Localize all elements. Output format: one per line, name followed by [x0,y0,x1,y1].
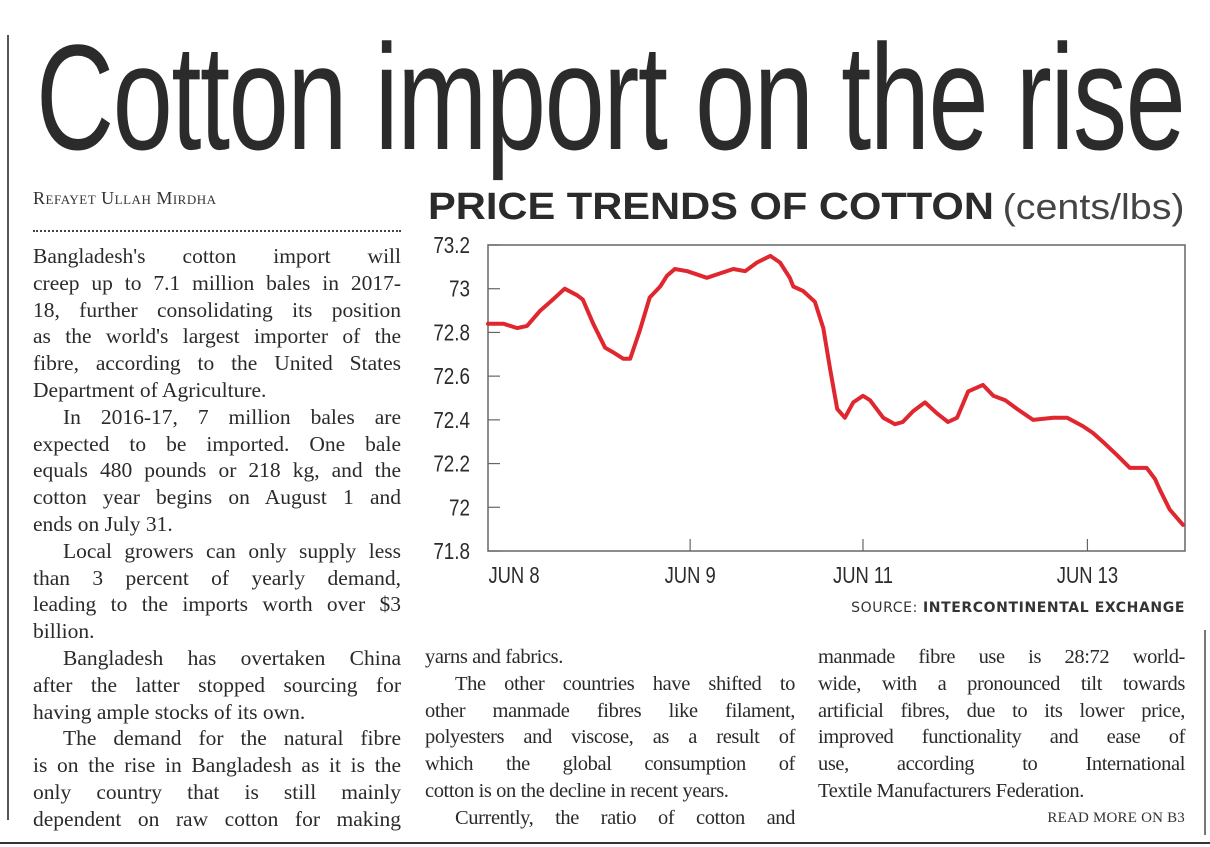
article-line: than 3 percent of yearly demand, [33,565,401,590]
article-line: Textile Manufacturers Federation. [818,779,1084,802]
article-line: The other countries have shifted to [455,672,795,695]
article-line: cotton year begins on August 1 and [33,485,401,510]
article-line: which the global consumption of [425,753,795,776]
byline: Refayet Ullah Mirdha [33,188,217,208]
read-more-link[interactable]: READ MORE ON B3 [1047,810,1185,826]
article-line: only country that is still mainly [33,779,401,804]
chart-title: PRICE TRENDS OF COTTON (cents/lbs) [428,186,1185,229]
y-tick-label: 72.2 [433,452,470,477]
article-line: fibre, according to the United States [33,351,401,376]
article-line: The demand for the natural fibre [63,726,401,751]
article-line: Currently, the ratio of cotton and [455,806,795,829]
article-line: after the latter stopped sourcing for [33,672,401,697]
series-line-cotton-price [486,253,1185,527]
article-line: is on the rise in Bangladesh as it is th… [33,753,401,778]
y-tick-label: 72.4 [433,408,470,433]
byline-divider [33,230,401,232]
article-line: dependent on raw cotton for making [33,806,401,831]
chart-title-text: PRICE TRENDS OF COTTON [428,186,994,228]
plot-frame [487,244,1186,552]
x-tick-label: JUN 13 [1057,563,1118,588]
y-tick-label: 71.8 [433,539,470,564]
article-line: other manmade fibres like filament, [425,699,795,722]
source-label: SOURCE: [851,600,918,616]
x-tick-label: JUN 9 [665,563,716,588]
article-line: Bangladesh has overtaken China [63,645,401,670]
y-tick-label: 72.8 [433,321,470,346]
article-line: Department of Agriculture. [33,377,267,402]
y-tick-label: 73 [449,277,470,302]
chart-unit: (cents/lbs) [1002,186,1185,227]
x-tick-label: JUN 11 [833,563,893,588]
article-line: Local growers can only supply less [63,538,401,563]
y-tick-label: 73.2 [433,233,470,258]
article-line: manmade fibre use is 28:72 world- [818,646,1185,668]
right-border-rule [1204,630,1206,835]
article-column-1: Bangladesh's cotton import will creep up … [33,243,401,833]
article-line: yarns and fabrics. [425,646,563,668]
x-tick-label: JUN 8 [488,563,539,588]
y-tick-label: 72.6 [433,364,470,389]
article-line: expected to be imported. One bale [33,431,401,456]
article-line: billion. [33,619,95,644]
article-line: In 2016-17, 7 million bales are [63,404,401,429]
left-column-rule [7,35,9,820]
chart-source: SOURCE: INTERCONTINENTAL EXCHANGE [851,600,1185,616]
article-line: cotton is on the decline in recent years… [425,779,729,802]
bottom-rule [0,842,1210,844]
article-line: having ample stocks of its own. [33,699,306,724]
article-line: leading to the imports worth over $3 [33,592,401,617]
y-tick-label: 72 [449,496,470,521]
article-line: Bangladesh's cotton import will [33,244,401,268]
article-column-3: manmade fibre use is 28:72 world-wide, w… [818,644,1185,805]
article-line: improved functionality and ease of [818,726,1185,749]
source-name: INTERCONTINENTAL EXCHANGE [922,600,1185,616]
article-line: creep up to 7.1 million bales in 2017- [33,270,401,295]
article-column-2: yarns and fabrics. The other countries ha… [425,644,795,832]
article-line: use, according to International [818,753,1185,776]
article-line: artificial fibres, due to its lower pric… [818,699,1185,722]
article-line: ends on July 31. [33,511,173,536]
article-line: 18, further consolidating its position [33,297,401,322]
headline: Cotton import on the rise [36,13,1186,181]
article-line: wide, with a pronounced tilt towards [818,672,1185,695]
article-line: polyesters and viscose, as a result of [425,726,795,749]
article-line: as the world's largest importer of the [33,324,401,349]
article-line: equals 480 pounds or 218 kg, and the [33,458,401,483]
